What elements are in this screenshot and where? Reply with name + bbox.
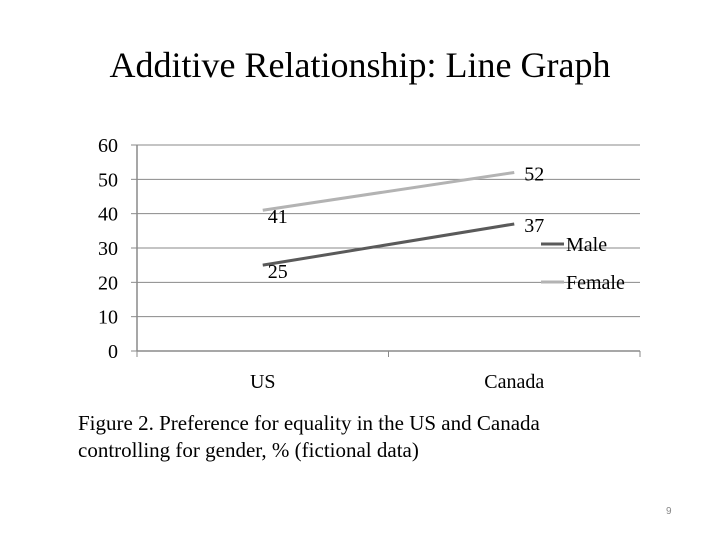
y-tick-label: 60 bbox=[98, 135, 118, 157]
caption-line-1: Figure 2. Preference for equality in the… bbox=[78, 411, 540, 435]
data-label: 52 bbox=[524, 163, 544, 185]
page-title: Additive Relationship: Line Graph bbox=[109, 45, 611, 85]
figure-caption: Figure 2. Preference for equality in the… bbox=[78, 410, 678, 464]
x-tick-labels: US Canada bbox=[250, 371, 544, 393]
chart-axes bbox=[131, 144, 641, 357]
legend-label: Female bbox=[566, 272, 625, 294]
caption-line-2: controlling for gender, % (fictional dat… bbox=[78, 438, 419, 462]
data-label: 37 bbox=[524, 215, 544, 237]
y-tick-label: 40 bbox=[98, 204, 118, 226]
y-tick-label: 30 bbox=[98, 238, 118, 260]
y-tick-label: 50 bbox=[98, 169, 118, 191]
chart-gridlines bbox=[137, 144, 640, 318]
y-tick-label: 20 bbox=[98, 272, 118, 294]
series-line-female bbox=[262, 170, 515, 212]
y-tick-label: 10 bbox=[98, 307, 118, 329]
line-chart: 0 10 20 30 40 50 60 US Canada 25 37 41 52 Male Fema… bbox=[98, 135, 641, 393]
chart-legend: Male Female bbox=[541, 234, 625, 294]
chart-series bbox=[262, 170, 515, 267]
y-tick-labels: 0 10 20 30 40 50 60 bbox=[98, 135, 118, 363]
x-tick-label: Canada bbox=[484, 371, 544, 393]
series-line-male bbox=[262, 222, 515, 267]
x-tick-label: US bbox=[250, 371, 276, 393]
data-labels: 25 37 41 52 bbox=[268, 163, 545, 283]
data-label: 25 bbox=[268, 261, 288, 283]
page-number: 9 bbox=[666, 506, 672, 517]
y-tick-label: 0 bbox=[108, 341, 118, 363]
legend-label: Male bbox=[566, 234, 607, 256]
data-label: 41 bbox=[268, 206, 288, 228]
